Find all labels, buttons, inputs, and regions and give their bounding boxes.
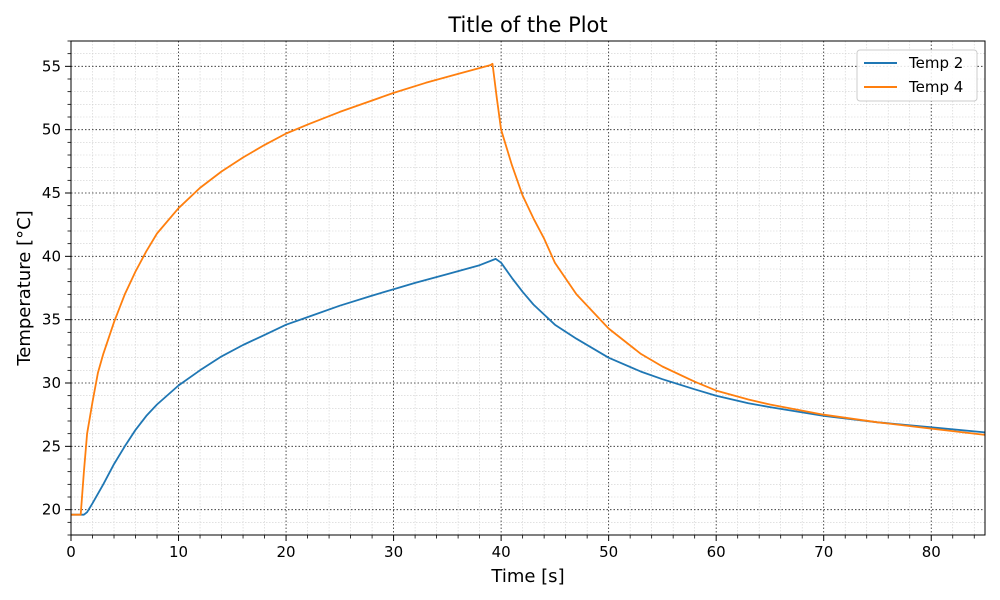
series-line-temp-2 (71, 258, 986, 516)
y-tick-label: 50 (42, 121, 61, 139)
x-axis-label: Time [s] (490, 566, 564, 587)
minor-grid (71, 40, 985, 536)
y-tick-label: 40 (42, 247, 61, 265)
y-axis-label: Temperature [°C] (14, 210, 35, 366)
x-tick-label: 20 (277, 543, 296, 561)
x-tick-label: 30 (384, 543, 403, 561)
y-tick-label: 35 (42, 311, 61, 329)
x-tick-label: 50 (599, 543, 618, 561)
y-tick-label: 20 (42, 501, 61, 519)
legend: Temp 2 Temp 4 (856, 49, 978, 102)
y-tick-label: 55 (42, 57, 61, 75)
chart-title: Title of the Plot (447, 13, 607, 37)
x-tick-label: 10 (169, 543, 188, 561)
x-tick-label: 80 (922, 543, 941, 561)
legend-label-temp-4: Temp 4 (908, 78, 963, 96)
x-axis: 0 10 20 30 40 50 60 70 80 (66, 535, 975, 561)
plot-area (70, 40, 986, 536)
x-tick-label: 70 (814, 543, 833, 561)
legend-label-temp-2: Temp 2 (908, 54, 963, 72)
x-tick-label: 40 (492, 543, 511, 561)
series-layer (71, 62, 986, 516)
y-tick-label: 25 (42, 437, 61, 455)
x-tick-label: 0 (66, 543, 76, 561)
series-line-temp-4 (71, 62, 986, 516)
y-tick-label: 30 (42, 374, 61, 392)
y-axis: 20 25 30 35 40 45 50 55 (42, 40, 71, 536)
plot-frame (70, 40, 986, 536)
y-tick-label: 45 (42, 184, 61, 202)
x-tick-label: 60 (707, 543, 726, 561)
